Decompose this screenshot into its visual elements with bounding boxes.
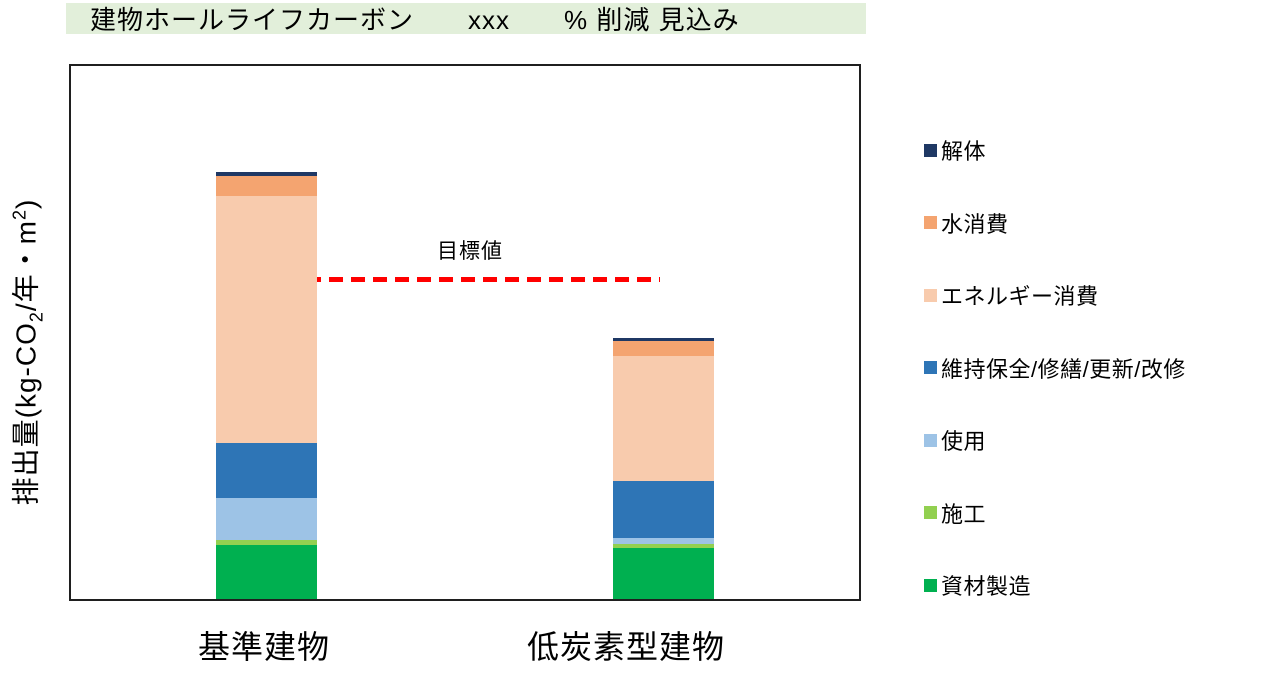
- legend-marker-maintenance-repair-renewal-renovation: [924, 361, 937, 374]
- y-axis-label-subscript: 2: [26, 311, 47, 323]
- bar-segment-demolition: [216, 172, 317, 176]
- bar-segment-water-consumption: [216, 175, 317, 197]
- legend-marker-water-consumption: [924, 216, 937, 229]
- bar-segment-use: [216, 498, 317, 541]
- legend-label-maintenance-repair-renewal-renovation: 維持保全/修繕/更新/改修: [941, 356, 1186, 382]
- y-axis-label-prefix: 排出量(kg-CO: [10, 322, 42, 506]
- legend-marker-energy-consumption: [924, 288, 937, 302]
- y-axis-label-suffix: ): [10, 198, 42, 209]
- legend-marker-use: [924, 433, 937, 447]
- plot-area: 目標値: [69, 64, 861, 601]
- bar-baseline-building: [216, 172, 317, 599]
- bar-segment-demolition: [613, 338, 714, 342]
- x-axis-label-baseline-building: 基準建物: [197, 629, 331, 665]
- bar-segment-maintenance-repair-renewal-renovation: [216, 442, 317, 499]
- legend-item-energy-consumption: エネルギー消費: [924, 284, 1186, 309]
- legend-marker-demolition: [924, 143, 937, 157]
- legend-item-material-manufacturing: 資材製造: [924, 574, 1186, 599]
- bar-segment-energy-consumption: [613, 355, 714, 481]
- bar-segment-energy-consumption: [216, 196, 317, 443]
- chart-legend: 解体水消費エネルギー消費維持保全/修繕/更新/改修 使用施工資材製造: [924, 139, 1186, 647]
- y-axis-label-superscript: 2: [9, 208, 30, 220]
- legend-label-water-consumption: 水消費: [941, 211, 1009, 237]
- x-axis-label-low-carbon-building: 低炭素型建物: [526, 629, 726, 665]
- bar-segment-construction: [216, 540, 317, 546]
- bar-segment-water-consumption: [613, 341, 714, 356]
- legend-marker-material-manufacturing: [924, 578, 937, 592]
- target-line: [263, 276, 660, 282]
- legend-label-construction: 施工: [941, 501, 987, 527]
- legend-label-energy-consumption: エネルギー消費: [941, 284, 1099, 309]
- legend-item-water-consumption: 水消費: [924, 212, 1186, 237]
- y-axis-label: 排出量(kg-CO2/年・m2): [5, 199, 48, 506]
- bar-low-carbon-building: [613, 338, 714, 599]
- legend-label-use: 使用: [941, 429, 987, 454]
- bar-segment-use: [613, 538, 714, 545]
- bar-segment-construction: [613, 544, 714, 549]
- legend-item-construction: 施工: [924, 502, 1186, 527]
- legend-item-use: 使用: [924, 429, 1186, 454]
- y-axis-label-mid: /年・m: [10, 219, 42, 312]
- bar-segment-material-manufacturing: [216, 545, 317, 599]
- legend-marker-construction: [924, 506, 937, 519]
- chart-title: 建物ホールライフカーボン xxx % 削減 見込み: [90, 5, 740, 35]
- legend-label-material-manufacturing: 資材製造: [941, 574, 1032, 599]
- chart-title-banner: 建物ホールライフカーボン xxx % 削減 見込み: [66, 3, 866, 35]
- bar-segment-maintenance-repair-renewal-renovation: [613, 480, 714, 539]
- target-line-label: 目標値: [437, 240, 503, 264]
- legend-item-maintenance-repair-renewal-renovation: 維持保全/修繕/更新/改修: [924, 357, 1186, 382]
- legend-item-demolition: 解体: [924, 139, 1186, 164]
- bar-segment-material-manufacturing: [613, 548, 714, 599]
- legend-label-demolition: 解体: [941, 139, 987, 164]
